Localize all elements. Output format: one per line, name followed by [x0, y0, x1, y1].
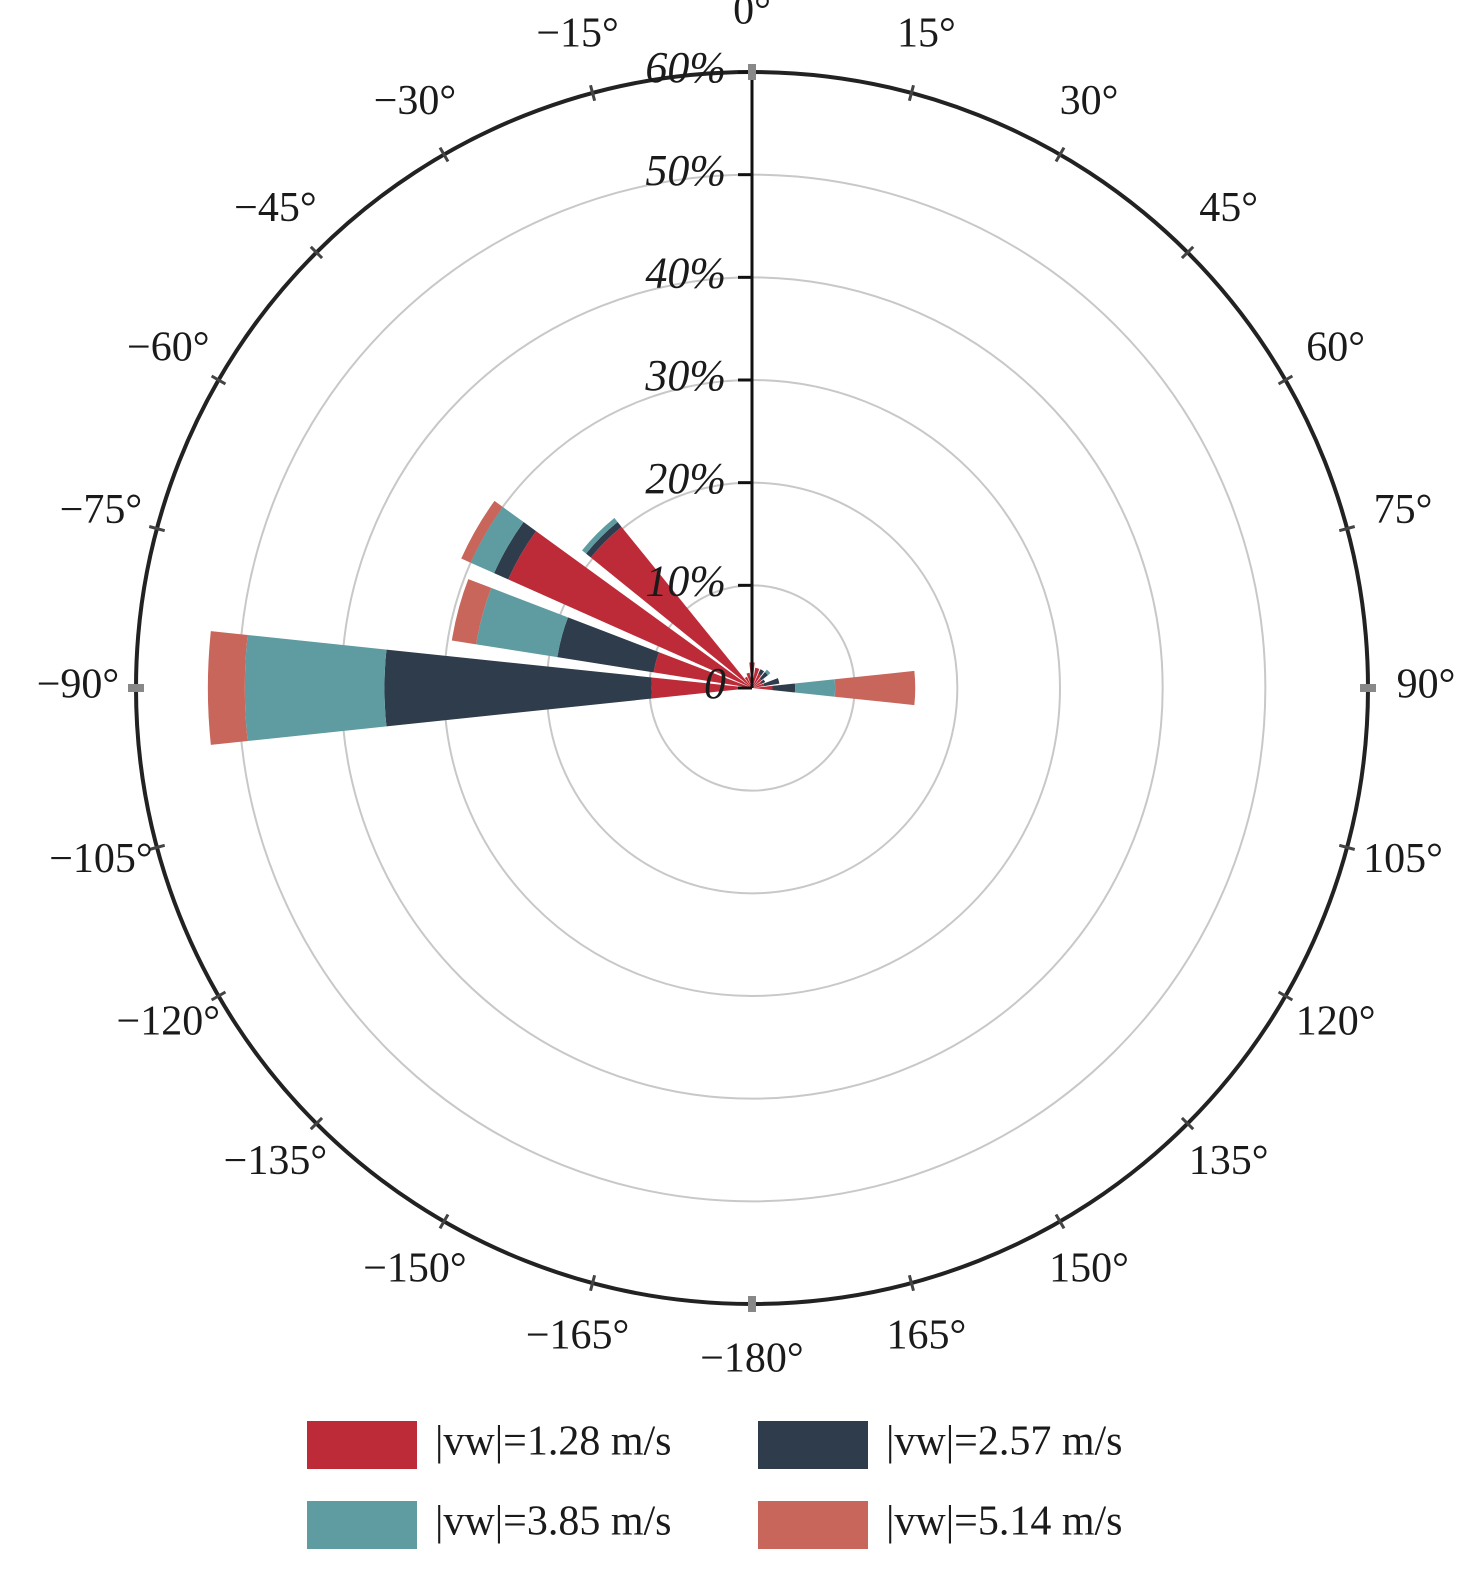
- radial-tick-label: 30%: [644, 351, 726, 400]
- angle-tick-label: −135°: [224, 1138, 327, 1184]
- angle-tick: [907, 84, 915, 102]
- angle-tick-label: 0°: [733, 0, 771, 34]
- angle-tick-label: −75°: [60, 487, 142, 533]
- angle-tick-label: −150°: [363, 1245, 466, 1291]
- angle-tick-label: −165°: [526, 1313, 629, 1359]
- radial-tick-label: 40%: [645, 248, 726, 297]
- angle-tick-label: −30°: [374, 78, 456, 124]
- angle-tick: [589, 84, 597, 102]
- legend-label: |vw|=5.14 m/s: [886, 1499, 1123, 1545]
- rose-segment: [582, 518, 618, 554]
- rose-segment: [764, 669, 771, 676]
- radial-tick-label: 50%: [645, 146, 726, 195]
- angle-tick-label: 30°: [1060, 78, 1119, 124]
- angle-tick-label: −120°: [117, 999, 220, 1045]
- angle-tick: [438, 146, 450, 163]
- rose-segment: [590, 526, 752, 688]
- legend-label: |vw|=3.85 m/s: [435, 1499, 672, 1545]
- rose-segment: [651, 677, 752, 699]
- angle-tick: [907, 1274, 915, 1292]
- legend-swatch: [758, 1421, 868, 1469]
- rose-segment: [758, 669, 765, 676]
- angle-tick-label: 45°: [1199, 185, 1258, 231]
- angle-tick: [148, 525, 166, 533]
- rose-segment: [744, 676, 752, 688]
- rose-segment: [752, 678, 762, 688]
- angle-tick: [589, 1274, 597, 1292]
- angle-tick: [1054, 146, 1066, 163]
- angle-tick-label: −180°: [700, 1336, 803, 1382]
- legend-label: |vw|=2.57 m/s: [886, 1419, 1123, 1465]
- rose-segment: [207, 631, 248, 745]
- legend-swatch: [307, 1501, 417, 1549]
- rose-segment: [244, 634, 387, 742]
- radial-tick-label: 60%: [645, 43, 726, 92]
- angle-tick: [438, 1213, 450, 1230]
- radial-tick-label: 0: [704, 659, 726, 708]
- angle-tick: [1180, 1116, 1195, 1131]
- angle-tick-label: 90°: [1397, 662, 1456, 708]
- angle-tick-label: −90°: [37, 662, 119, 708]
- angle-tick: [309, 245, 324, 260]
- rose-segment: [752, 667, 760, 688]
- rose-segment: [752, 683, 765, 688]
- rose-segment: [586, 522, 622, 558]
- angle-tick-label: −15°: [536, 11, 618, 57]
- radial-tick-label: 10%: [645, 556, 726, 605]
- rose-segment: [476, 587, 568, 658]
- angle-tick-label: 60°: [1306, 325, 1365, 371]
- rose-segment: [763, 678, 780, 687]
- rose-segment: [752, 673, 762, 688]
- radial-tick-label: 20%: [645, 454, 726, 503]
- angle-tick: [1277, 374, 1294, 386]
- angle-tick-label: 15°: [897, 11, 956, 57]
- angle-tick-label: 135°: [1189, 1138, 1269, 1184]
- rose-segment: [557, 617, 660, 673]
- angle-tick-label: 105°: [1363, 836, 1443, 882]
- rose-segment: [794, 679, 836, 697]
- angle-tick-label: −105°: [49, 836, 152, 882]
- angle-tick-label: −45°: [234, 185, 316, 231]
- angle-tick: [1180, 245, 1195, 260]
- angle-tick-label: −60°: [127, 325, 209, 371]
- rose-segment: [760, 679, 766, 684]
- angle-tick: [309, 1116, 324, 1131]
- angle-tick: [1277, 990, 1294, 1002]
- rose-segment: [759, 672, 768, 681]
- legend-swatch: [307, 1421, 417, 1469]
- rose-segment: [451, 579, 492, 645]
- rose-segment: [653, 652, 752, 688]
- angle-tick-label: 165°: [887, 1313, 967, 1359]
- angle-tick: [1338, 525, 1356, 533]
- rose-segment: [752, 685, 773, 691]
- rose-segment: [461, 500, 503, 563]
- angle-tick-label: 150°: [1049, 1245, 1129, 1291]
- rose-segment: [494, 522, 537, 580]
- legend-swatch: [758, 1501, 868, 1549]
- legend-label: |vw|=1.28 m/s: [435, 1419, 672, 1465]
- rose-segment: [834, 670, 916, 706]
- angle-tick-label: 75°: [1374, 487, 1433, 533]
- rose-segment: [752, 681, 762, 688]
- angle-tick: [1338, 843, 1356, 851]
- rose-segment: [384, 649, 652, 727]
- rose-segment: [470, 506, 524, 574]
- angle-tick: [1054, 1213, 1066, 1230]
- angle-tick: [210, 990, 227, 1002]
- rose-segment: [772, 683, 796, 693]
- rose-segment: [508, 531, 752, 688]
- angle-tick: [148, 843, 166, 851]
- angle-tick: [210, 374, 227, 386]
- angle-tick-label: 120°: [1296, 999, 1376, 1045]
